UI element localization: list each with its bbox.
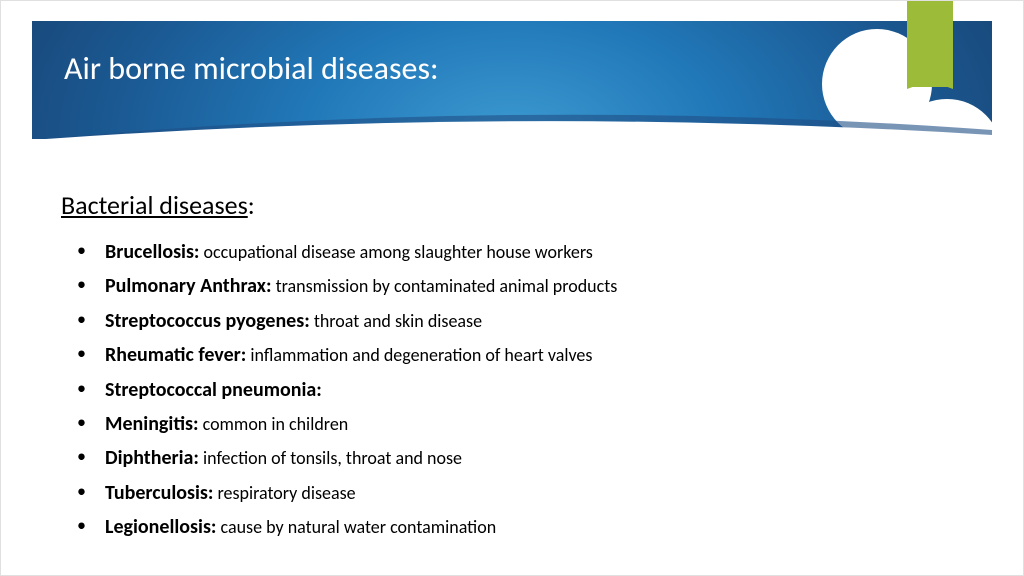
bullet-desc: transmission by contaminated animal prod… — [272, 275, 618, 297]
subtitle-underlined: Bacterial diseases — [61, 189, 248, 221]
list-item: Brucellosis: occupational disease among … — [105, 235, 963, 269]
list-item: Pulmonary Anthrax: transmission by conta… — [105, 269, 963, 303]
bullet-desc: respiratory disease — [213, 482, 355, 504]
slide-title: Air borne microbial diseases: — [64, 49, 439, 88]
list-item: Legionellosis: cause by natural water co… — [105, 510, 963, 544]
bullet-desc: occupational disease among slaughter hou… — [199, 241, 592, 263]
bullet-desc: common in children — [199, 413, 349, 435]
section-subtitle: Bacterial diseases: — [61, 189, 963, 221]
list-item: Streptococcal pneumonia: — [105, 373, 963, 407]
list-item: Rheumatic fever: inflammation and degene… — [105, 338, 963, 372]
list-item: Meningitis: common in children — [105, 407, 963, 441]
subtitle-suffix: : — [248, 189, 255, 221]
list-item: Streptococcus pyogenes: throat and skin … — [105, 304, 963, 338]
bullet-desc: inflammation and degeneration of heart v… — [246, 344, 592, 366]
bullet-term: Pulmonary Anthrax: — [105, 274, 272, 298]
bullet-term: Legionellosis: — [105, 515, 216, 539]
slide-body: Bacterial diseases: Brucellosis: occupat… — [1, 139, 1023, 545]
bullet-term: Tuberculosis: — [105, 481, 213, 505]
list-item: Diphtheria: infection of tonsils, throat… — [105, 441, 963, 475]
bullet-desc: infection of tonsils, throat and nose — [199, 447, 462, 469]
bullet-term: Rheumatic fever: — [105, 343, 246, 367]
bullet-desc: throat and skin disease — [310, 310, 482, 332]
bullet-term: Brucellosis: — [105, 240, 199, 264]
bullet-term: Meningitis: — [105, 412, 199, 436]
bullet-term: Streptococcus pyogenes: — [105, 309, 310, 333]
list-item: Tuberculosis: respiratory disease — [105, 476, 963, 510]
bullet-desc: cause by natural water contamination — [216, 516, 496, 538]
bullet-list: Brucellosis: occupational disease among … — [61, 235, 963, 545]
bullet-term: Streptococcal pneumonia: — [105, 378, 322, 402]
header-banner: Air borne microbial diseases: — [32, 21, 992, 139]
header-wave — [32, 110, 992, 139]
ribbon-accent — [907, 1, 953, 75]
bullet-term: Diphtheria: — [105, 446, 199, 470]
